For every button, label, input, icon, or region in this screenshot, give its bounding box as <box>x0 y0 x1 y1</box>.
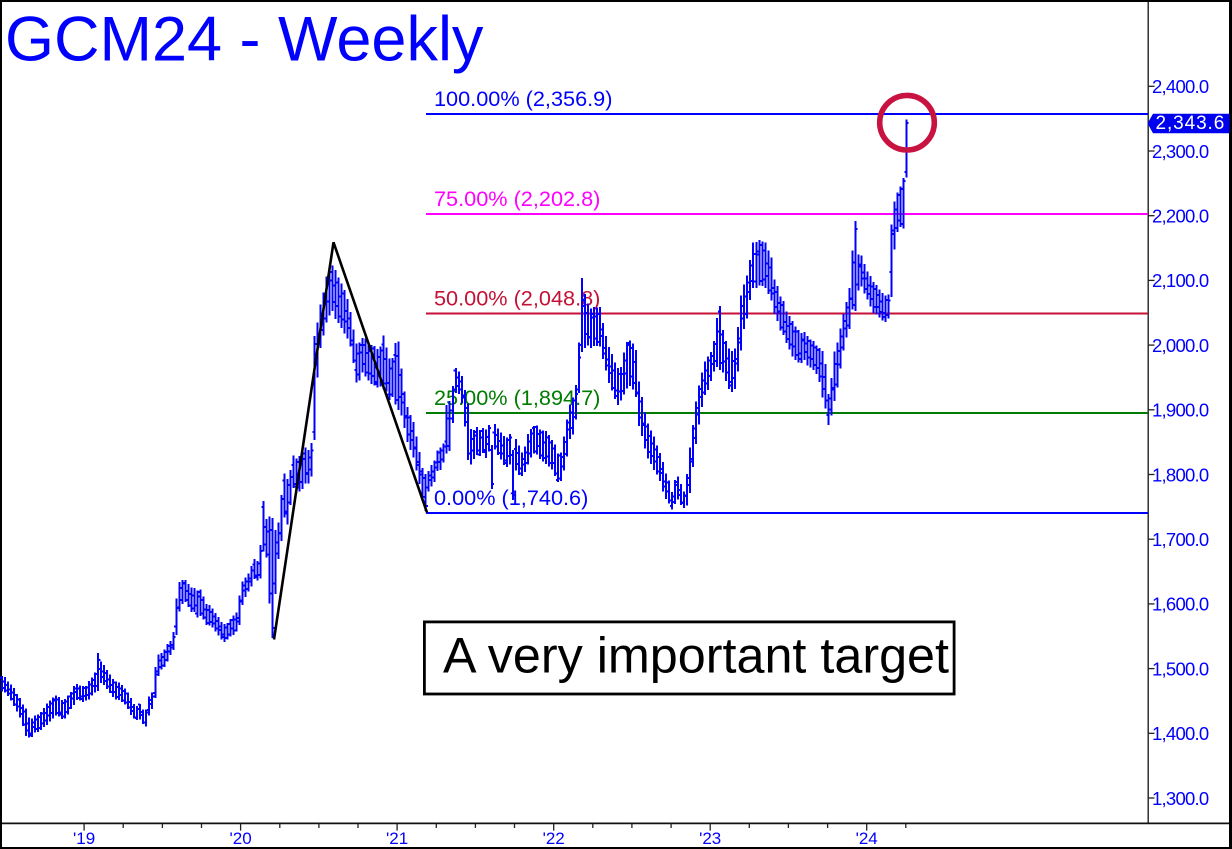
svg-text:A very important target: A very important target <box>443 627 949 684</box>
svg-text:1,800.0: 1,800.0 <box>1152 464 1209 485</box>
svg-text:'19: '19 <box>73 829 95 848</box>
svg-text:2,300.0: 2,300.0 <box>1152 141 1209 162</box>
svg-text:GCM24 - Weekly: GCM24 - Weekly <box>5 4 484 74</box>
svg-text:1,300.0: 1,300.0 <box>1152 788 1209 809</box>
svg-text:2,200.0: 2,200.0 <box>1152 206 1209 227</box>
svg-text:1,700.0: 1,700.0 <box>1152 529 1209 550</box>
svg-text:0.00% (1,740.6): 0.00% (1,740.6) <box>434 485 588 510</box>
svg-text:1,600.0: 1,600.0 <box>1152 594 1209 615</box>
svg-text:1,900.0: 1,900.0 <box>1152 400 1209 421</box>
svg-text:'23: '23 <box>699 829 721 848</box>
svg-text:100.00% (2,356.9): 100.00% (2,356.9) <box>434 86 612 111</box>
svg-text:2,100.0: 2,100.0 <box>1152 270 1209 291</box>
svg-text:'24: '24 <box>856 829 878 848</box>
svg-text:2,400.0: 2,400.0 <box>1152 76 1209 97</box>
svg-text:'22: '22 <box>543 829 565 848</box>
svg-text:1,400.0: 1,400.0 <box>1152 723 1209 744</box>
svg-text:'20: '20 <box>230 829 252 848</box>
svg-text:1,500.0: 1,500.0 <box>1152 658 1209 679</box>
svg-text:75.00% (2,202.8): 75.00% (2,202.8) <box>434 186 600 211</box>
svg-text:50.00% (2,048.8): 50.00% (2,048.8) <box>434 286 600 311</box>
svg-text:2,343.6: 2,343.6 <box>1156 113 1226 134</box>
svg-text:'21: '21 <box>386 829 408 848</box>
svg-text:2,000.0: 2,000.0 <box>1152 335 1209 356</box>
